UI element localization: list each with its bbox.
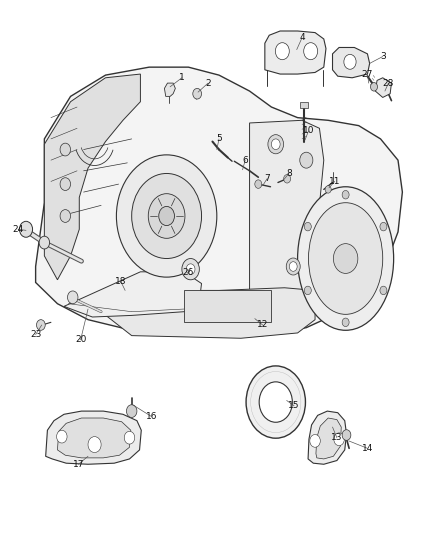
Circle shape: [182, 259, 199, 280]
Polygon shape: [101, 288, 315, 338]
Text: 17: 17: [73, 460, 84, 469]
Text: 4: 4: [299, 34, 305, 43]
Circle shape: [268, 135, 284, 154]
Polygon shape: [265, 31, 326, 74]
Circle shape: [148, 193, 185, 238]
Polygon shape: [44, 74, 141, 280]
Circle shape: [304, 286, 311, 295]
Circle shape: [310, 434, 320, 447]
Text: 3: 3: [380, 52, 385, 61]
Circle shape: [193, 88, 201, 99]
Text: 12: 12: [257, 320, 268, 329]
Circle shape: [60, 209, 71, 222]
Text: 18: 18: [115, 277, 127, 286]
Text: 6: 6: [242, 156, 248, 165]
Circle shape: [284, 174, 290, 183]
Circle shape: [380, 222, 387, 231]
Circle shape: [300, 152, 313, 168]
Circle shape: [117, 155, 217, 277]
Circle shape: [325, 185, 331, 193]
Text: 11: 11: [329, 177, 340, 186]
Circle shape: [127, 405, 137, 417]
Circle shape: [334, 433, 344, 446]
Polygon shape: [375, 78, 392, 98]
Ellipse shape: [308, 203, 383, 314]
Circle shape: [255, 180, 262, 188]
Polygon shape: [46, 411, 141, 464]
Polygon shape: [57, 418, 131, 458]
Circle shape: [246, 366, 305, 438]
Text: 10: 10: [303, 126, 314, 135]
Circle shape: [286, 258, 300, 275]
Text: 7: 7: [264, 174, 270, 183]
Text: 23: 23: [30, 330, 41, 339]
Text: 26: 26: [183, 269, 194, 277]
Circle shape: [19, 221, 32, 237]
Circle shape: [272, 139, 280, 150]
Circle shape: [67, 291, 78, 304]
Circle shape: [333, 244, 358, 273]
Text: 1: 1: [179, 73, 185, 82]
Text: 14: 14: [362, 444, 373, 453]
Circle shape: [60, 177, 71, 190]
Circle shape: [60, 143, 71, 156]
Circle shape: [289, 262, 297, 271]
Polygon shape: [164, 83, 175, 96]
Circle shape: [342, 318, 349, 327]
Text: 28: 28: [383, 78, 394, 87]
Circle shape: [344, 54, 356, 69]
Circle shape: [380, 286, 387, 295]
Circle shape: [124, 431, 135, 444]
Circle shape: [259, 382, 292, 422]
Circle shape: [304, 222, 311, 231]
Circle shape: [304, 43, 318, 60]
Text: 5: 5: [216, 134, 222, 143]
Circle shape: [276, 43, 289, 60]
Circle shape: [342, 430, 351, 440]
Text: 27: 27: [362, 70, 373, 78]
Polygon shape: [64, 272, 201, 317]
Polygon shape: [184, 290, 272, 322]
Text: 16: 16: [145, 412, 157, 421]
Circle shape: [159, 206, 174, 225]
Polygon shape: [35, 67, 403, 337]
Circle shape: [88, 437, 101, 453]
Polygon shape: [332, 47, 370, 78]
Text: 15: 15: [288, 401, 300, 410]
Circle shape: [371, 83, 378, 91]
Circle shape: [132, 173, 201, 259]
Circle shape: [39, 236, 49, 249]
Text: 24: 24: [13, 225, 24, 234]
Polygon shape: [250, 120, 324, 306]
Circle shape: [342, 190, 349, 199]
Ellipse shape: [297, 187, 394, 330]
Circle shape: [186, 264, 195, 274]
Text: 8: 8: [286, 169, 292, 178]
Circle shape: [36, 320, 45, 330]
Text: 13: 13: [331, 433, 343, 442]
Circle shape: [57, 430, 67, 443]
Polygon shape: [316, 418, 341, 459]
Text: 20: 20: [75, 335, 86, 344]
Text: 2: 2: [205, 78, 211, 87]
Polygon shape: [308, 411, 346, 464]
Polygon shape: [300, 102, 308, 108]
